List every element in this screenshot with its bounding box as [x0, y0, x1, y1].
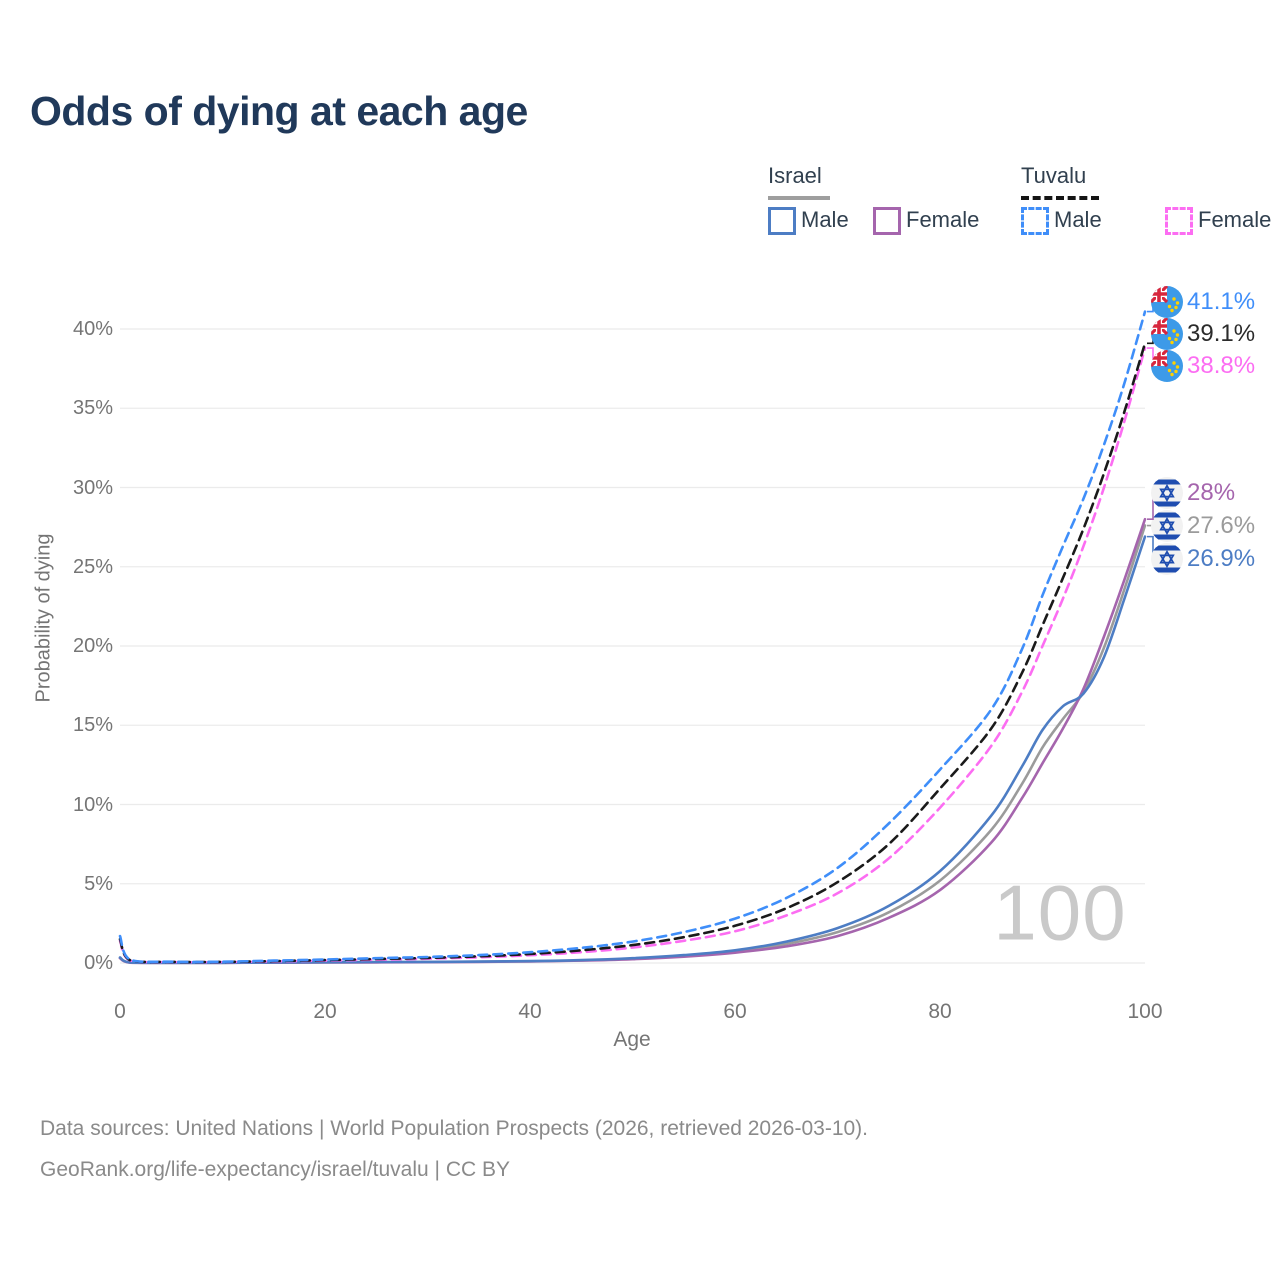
- israel-flag-icon: [1151, 510, 1183, 542]
- series-end-label-tuvalu-female: 38.8%: [1187, 352, 1256, 379]
- legend-swatch-israel-male[interactable]: [768, 207, 796, 235]
- y-axis-tick-label: 35%: [72, 397, 113, 420]
- x-axis-title: Age: [613, 1028, 651, 1051]
- tuvalu-flag-icon: [1151, 318, 1183, 350]
- x-axis-tick-label: 60: [723, 1000, 747, 1023]
- tuvalu-line-swatch: [1021, 196, 1099, 200]
- series-line-tuvalu-female[interactable]: [118, 346, 1147, 964]
- y-axis-tick-label: 5%: [84, 872, 113, 895]
- attribution-line: GeoRank.org/life-expectancy/israel/tuval…: [40, 1158, 510, 1181]
- tuvalu-flag-icon: [1151, 350, 1183, 382]
- legend-swatch-tuvalu-male[interactable]: [1021, 207, 1049, 235]
- series-end-label-israel-female: 28%: [1187, 479, 1236, 506]
- legend-swatch-israel-female[interactable]: [873, 207, 901, 235]
- y-axis-title: Probability of dying: [32, 533, 55, 703]
- legend-item-israel-male[interactable]: Male: [801, 207, 849, 232]
- x-axis-tick-label: 80: [928, 1000, 952, 1023]
- legend-item-tuvalu-male[interactable]: Male: [1054, 207, 1102, 232]
- page-title: Odds of dying at each age: [30, 88, 528, 134]
- legend-group-israel[interactable]: Israel: [768, 163, 822, 188]
- legend-item-israel-female[interactable]: Female: [906, 207, 980, 232]
- israel-flag-icon: [1151, 543, 1183, 575]
- x-axis-tick-label: 0: [114, 1000, 126, 1023]
- series-line-israel-both[interactable]: [118, 524, 1147, 965]
- y-axis-tick-label: 30%: [72, 476, 113, 499]
- legend-group-tuvalu[interactable]: Tuvalu: [1021, 163, 1087, 188]
- series-line-tuvalu-male[interactable]: [118, 310, 1147, 964]
- series-line-israel-female[interactable]: [118, 517, 1147, 965]
- israel-flag-icon: [1151, 477, 1183, 509]
- x-axis-tick-label: 20: [313, 1000, 337, 1023]
- y-axis-tick-label: 25%: [72, 555, 113, 578]
- y-axis-tick-label: 0%: [84, 952, 113, 974]
- series-end-label-tuvalu-both: 39.1%: [1187, 320, 1256, 347]
- x-axis-tick-label: 100: [1127, 1000, 1163, 1023]
- series-line-israel-male[interactable]: [118, 535, 1147, 965]
- series-end-label-tuvalu-male: 41.1%: [1187, 288, 1256, 315]
- footer: Data sources: United Nations | World Pop…: [40, 1108, 868, 1190]
- legend-item-tuvalu-female[interactable]: Female: [1198, 207, 1272, 232]
- x-axis-tick-label: 40: [518, 1000, 542, 1023]
- series-end-label-israel-both: 27.6%: [1187, 512, 1256, 539]
- legend-swatch-tuvalu-female[interactable]: [1165, 207, 1193, 235]
- y-axis-tick-label: 20%: [72, 635, 113, 657]
- series-line-tuvalu-both[interactable]: [118, 342, 1147, 964]
- tuvalu-flag-icon: [1151, 286, 1183, 318]
- chart-plot-area: [118, 286, 1183, 965]
- y-axis-tick-label: 40%: [72, 318, 113, 340]
- y-axis-tick-label: 15%: [72, 714, 113, 737]
- israel-line-swatch: [768, 196, 830, 200]
- series-end-label-israel-male: 26.9%: [1187, 545, 1256, 572]
- data-source-line: Data sources: United Nations | World Pop…: [40, 1117, 869, 1140]
- y-axis-tick-label: 10%: [72, 793, 113, 816]
- age-watermark: 100: [993, 868, 1127, 957]
